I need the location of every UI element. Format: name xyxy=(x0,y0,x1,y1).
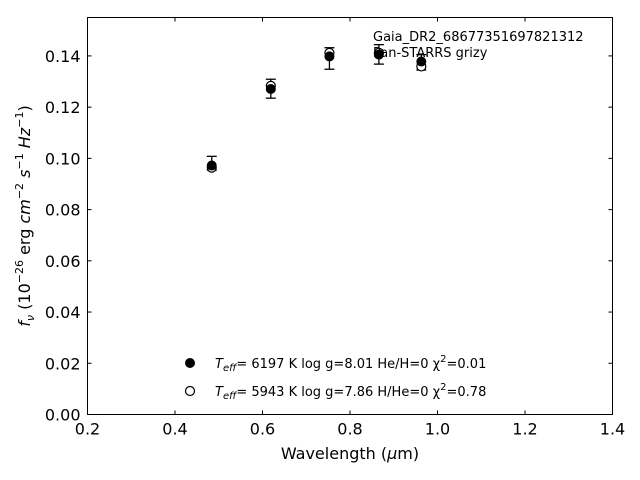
x-tick-label: 1.0 xyxy=(425,420,450,439)
y-tick-label: 0.06 xyxy=(45,252,81,271)
model-point-filled xyxy=(416,56,427,67)
model-point-filled xyxy=(373,49,384,60)
legend: Teff= 6197 K log g=8.01 He/H=0 χ2=0.01 T… xyxy=(184,354,486,402)
x-axis-label: Wavelength (μm) xyxy=(281,444,419,463)
x-tick-label: 0.6 xyxy=(250,420,275,439)
y-axis-label: fν (10−26 erg cm−2 s−1 Hz−1) xyxy=(13,105,37,326)
y-axis: 0.00 0.02 0.04 0.06 0.08 0.10 0.12 0.14 xyxy=(45,47,613,425)
legend-marker-filled xyxy=(185,358,195,368)
x-tick-label: 0.2 xyxy=(75,420,100,439)
plot-frame xyxy=(87,17,613,415)
x-axis: 0.2 0.4 0.6 0.8 1.0 1.2 1.4 xyxy=(75,17,625,439)
x-tick-label: 1.4 xyxy=(600,420,625,439)
legend-entry-2: Teff= 5943 K log g=7.86 H/He=0 χ2=0.78 xyxy=(215,382,486,402)
x-tick-label: 0.8 xyxy=(337,420,362,439)
y-tick-label: 0.04 xyxy=(45,303,81,322)
y-tick-label: 0.10 xyxy=(45,149,81,168)
y-tick-label: 0.00 xyxy=(45,406,81,425)
x-tick-label: 1.2 xyxy=(512,420,537,439)
legend-marker-open xyxy=(184,385,196,397)
legend-entry-1: Teff= 6197 K log g=8.01 He/H=0 χ2=0.01 xyxy=(215,354,486,374)
y-tick-label: 0.02 xyxy=(45,354,81,373)
x-tick-label: 0.4 xyxy=(162,420,187,439)
model-point-filled xyxy=(206,160,217,171)
model-point-filled xyxy=(324,51,335,62)
y-tick-label: 0.14 xyxy=(45,47,81,66)
y-tick-label: 0.12 xyxy=(45,98,81,117)
plot-content xyxy=(206,43,427,173)
y-tick-label: 0.08 xyxy=(45,201,81,220)
annotation-survey: Pan-STARRS grizy xyxy=(373,46,488,61)
annotation-source: Gaia_DR2_686773516978213​12 xyxy=(373,30,584,45)
model-point-filled xyxy=(265,83,276,94)
